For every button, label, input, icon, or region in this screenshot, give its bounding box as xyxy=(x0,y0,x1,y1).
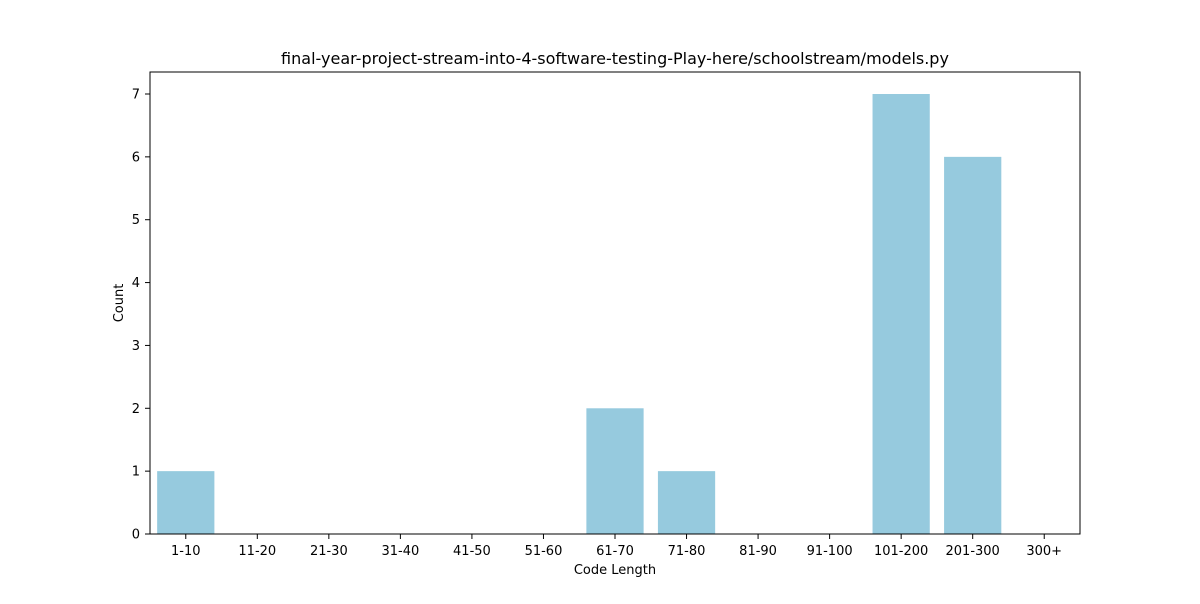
bar-61-70 xyxy=(586,408,644,534)
y-tick-label: 5 xyxy=(132,213,140,228)
x-tick-label: 21-30 xyxy=(310,544,348,559)
chart-title: final-year-project-stream-into-4-softwar… xyxy=(281,49,949,68)
y-tick-label: 1 xyxy=(132,465,140,480)
x-tick-label: 1-10 xyxy=(171,544,201,559)
x-tick-label: 101-200 xyxy=(874,544,928,559)
x-tick-label: 31-40 xyxy=(381,544,419,559)
x-tick-label: 81-90 xyxy=(739,544,777,559)
y-tick-label: 0 xyxy=(132,528,140,543)
y-tick-label: 6 xyxy=(132,150,140,165)
y-tick-label: 2 xyxy=(132,402,140,417)
x-tick-label: 11-20 xyxy=(238,544,276,559)
y-tick-label: 4 xyxy=(132,276,140,291)
x-tick-label: 300+ xyxy=(1026,544,1062,559)
bars-layer xyxy=(157,94,1002,534)
axes-layer: 1-10 11-20 21-30 31-40 41-50 51-60 61-70 71-80 8… xyxy=(132,71,1081,559)
x-tick-label: 201-300 xyxy=(946,544,1000,559)
y-tick-label: 3 xyxy=(132,339,140,354)
bar-101-200 xyxy=(872,94,930,534)
x-tick-label: 91-100 xyxy=(807,544,853,559)
x-tick-label: 71-80 xyxy=(668,544,706,559)
y-tick-label: 7 xyxy=(132,88,140,103)
x-tick-label: 61-70 xyxy=(596,544,634,559)
x-tick-label: 41-50 xyxy=(453,544,491,559)
bar-1-10 xyxy=(157,471,215,534)
x-axis-label: Code Length xyxy=(574,563,656,578)
x-tick-label: 51-60 xyxy=(525,544,563,559)
bar-71-80 xyxy=(657,471,716,534)
y-axis-label: Count xyxy=(112,284,127,323)
bar-201-300 xyxy=(944,156,1002,534)
